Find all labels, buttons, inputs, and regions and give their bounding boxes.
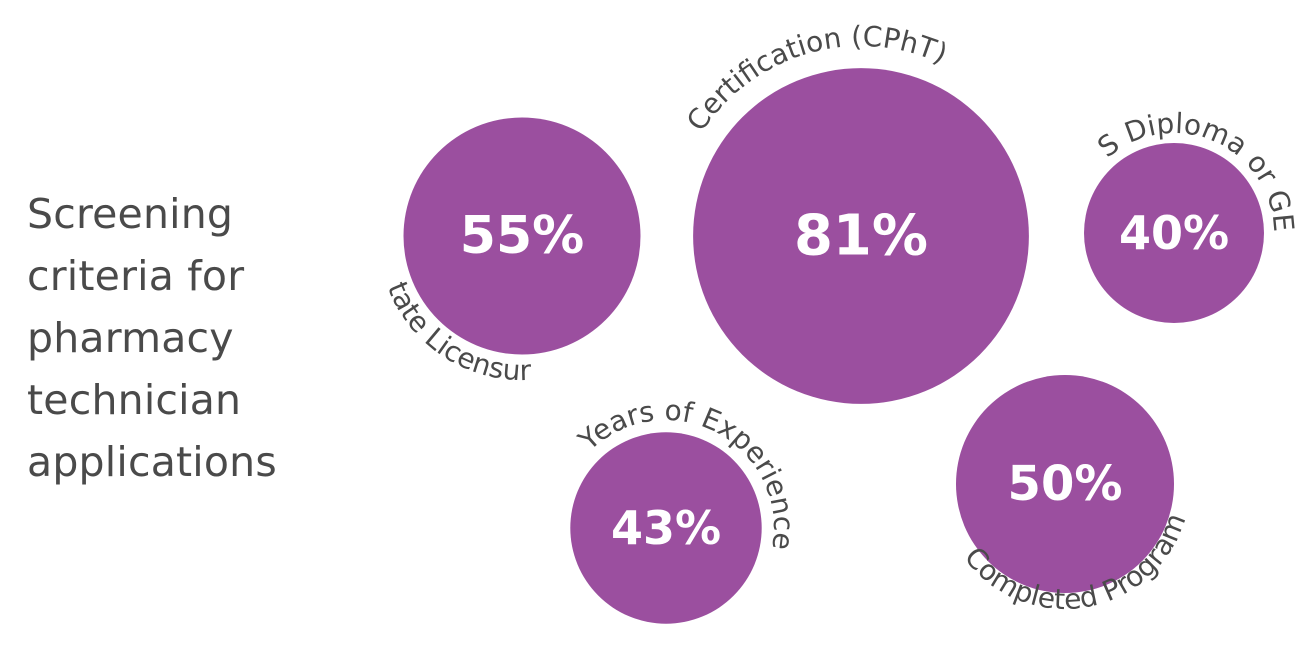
bubble-value-label: 50% xyxy=(1008,456,1123,512)
bubble-group: 55%State Licensure xyxy=(0,0,641,387)
chart-title-line: Screening xyxy=(27,190,234,238)
bubble xyxy=(403,117,641,355)
bubble-group: 43%Years of Experience xyxy=(570,394,800,624)
bubble-group: 40%HS Diploma or GED xyxy=(0,0,1298,323)
bubble xyxy=(693,68,1029,404)
chart-title-line: applications xyxy=(27,438,277,486)
chart-title: Screening criteria for pharmacy technici… xyxy=(27,183,357,493)
bubble-group: 50%Completed Program xyxy=(956,375,1192,616)
bubble-value-label: 81% xyxy=(794,204,928,269)
bubble xyxy=(570,432,762,624)
bubble-group: 81%Certification (CPhT) xyxy=(680,20,1029,404)
bubble xyxy=(956,375,1174,593)
bubble-value-label: 43% xyxy=(611,501,721,555)
chart-title-line: pharmacy xyxy=(27,314,234,362)
chart-title-line: technician xyxy=(27,376,242,424)
bubble-value-label: 55% xyxy=(460,206,584,266)
bubble-value-label: 40% xyxy=(1119,206,1229,260)
chart-title-line: criteria for xyxy=(27,252,245,300)
bubble xyxy=(1084,143,1264,323)
